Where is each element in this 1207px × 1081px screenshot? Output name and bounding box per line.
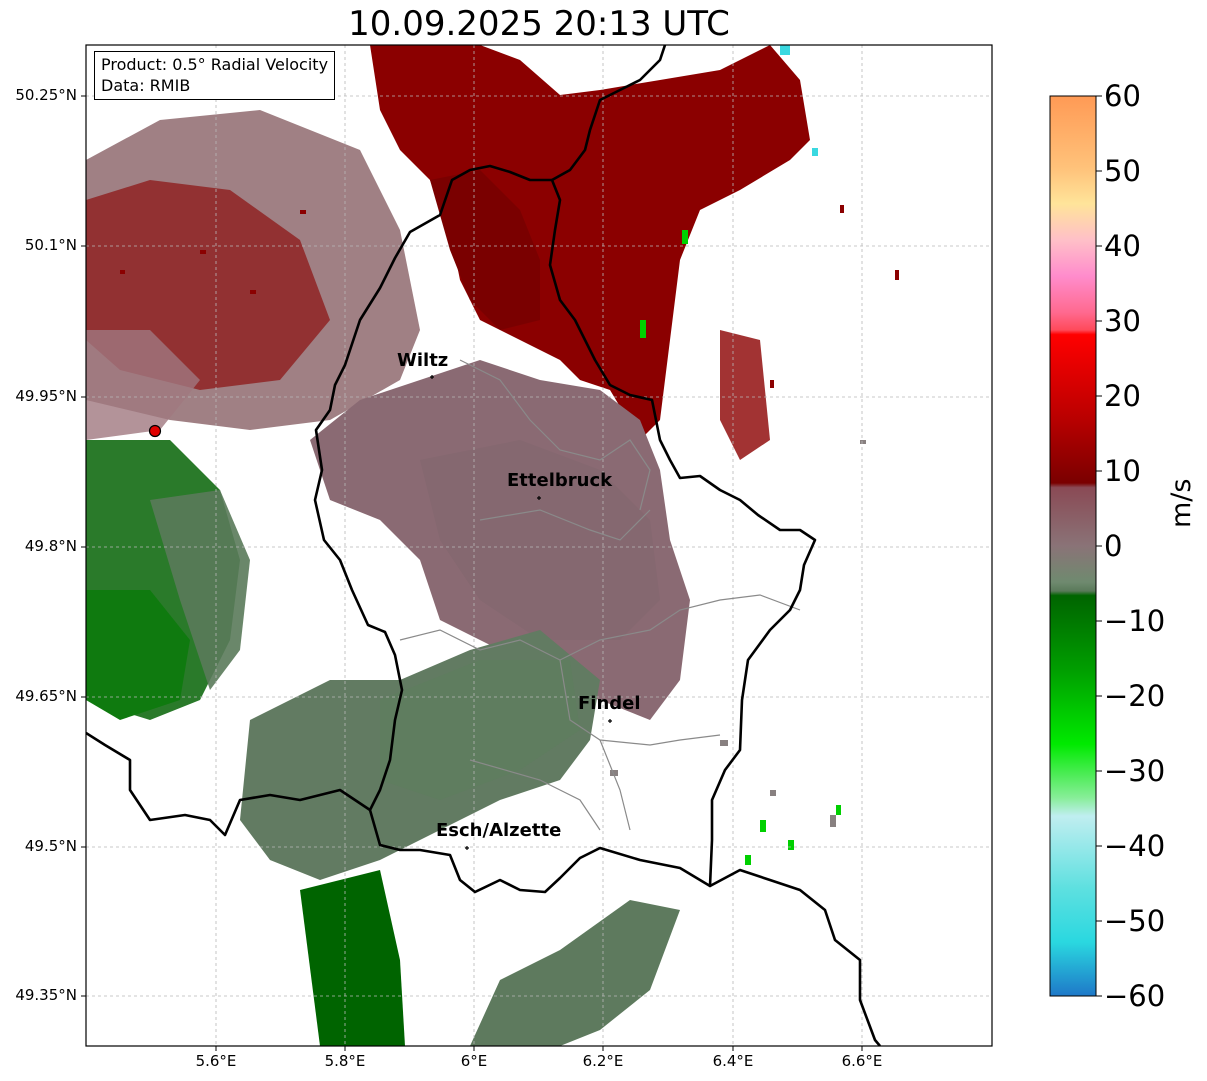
y-tick-label: 49.95°N <box>15 387 77 405</box>
map-title: 10.09.2025 20:13 UTC <box>348 4 730 44</box>
city-marker-wiltz <box>430 375 434 379</box>
x-tick-label: 6.4°E <box>712 1052 754 1070</box>
x-tick-label: 6.6°E <box>841 1052 883 1070</box>
city-marker-findel <box>608 719 612 723</box>
radar-echoes <box>86 45 992 1046</box>
country-borders <box>86 45 881 1046</box>
product-label: Product: 0.5° Radial Velocity <box>101 55 329 74</box>
city-label-findel: Findel <box>578 693 641 714</box>
x-tick-label: 6.2°E <box>582 1052 624 1070</box>
colorbar-unit-label: m/s <box>1166 478 1197 528</box>
colorbar-tick: 10 <box>1104 454 1141 488</box>
city-label-wiltz: Wiltz <box>397 350 449 371</box>
y-tick-label: 50.25°N <box>15 86 77 104</box>
y-tick-label: 49.65°N <box>15 687 77 705</box>
city-marker-ettelbruck <box>537 496 541 500</box>
y-tick-label: 49.35°N <box>15 986 77 1004</box>
product-info-box: Product: 0.5° Radial Velocity Data: RMIB <box>94 51 336 100</box>
colorbar-tick: 30 <box>1104 304 1141 338</box>
x-tick-label: 6°E <box>460 1052 488 1070</box>
city-label-esch-alzette: Esch/Alzette <box>436 820 562 841</box>
colorbar-tick: −60 <box>1104 979 1166 1013</box>
y-tick-label: 49.8°N <box>24 537 77 555</box>
city-markers <box>430 375 612 850</box>
y-tick-label: 50.1°N <box>24 236 77 254</box>
colorbar <box>1049 95 1097 997</box>
colorbar-tick: 0 <box>1104 529 1123 563</box>
colorbar-tick: −20 <box>1104 679 1166 713</box>
data-source-label: Data: RMIB <box>101 76 191 95</box>
colorbar-tick: −10 <box>1104 604 1166 638</box>
city-label-ettelbruck: Ettelbruck <box>507 470 613 491</box>
city-marker-esch <box>465 846 469 850</box>
canton-borders <box>399 359 801 831</box>
colorbar-tick: 60 <box>1104 79 1141 113</box>
x-tick-label: 5.6°E <box>195 1052 237 1070</box>
colorbar-tick: −40 <box>1104 829 1166 863</box>
colorbar-tick: 50 <box>1104 154 1141 188</box>
radar-site-marker <box>148 424 162 438</box>
colorbar-tick: −50 <box>1104 904 1166 938</box>
plot-frame <box>85 44 993 1047</box>
colorbar-tick: −30 <box>1104 754 1166 788</box>
colorbar-tick: 40 <box>1104 229 1141 263</box>
colorbar-tick: 20 <box>1104 379 1141 413</box>
y-tick-label: 49.5°N <box>24 837 77 855</box>
x-tick-label: 5.8°E <box>324 1052 366 1070</box>
